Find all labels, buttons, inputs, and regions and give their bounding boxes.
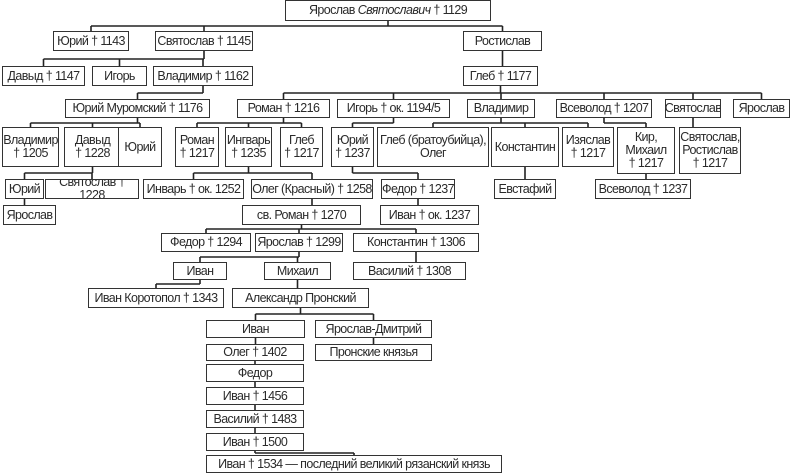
node-svyat1228: Святослав † 1228 <box>45 179 139 199</box>
node-roman1217: Роман † 1217 <box>175 127 219 167</box>
node-yuri1143: Юрий † 1143 <box>53 31 129 51</box>
node-ivanB: Иван <box>206 320 305 338</box>
node-yar1299: Ярослав † 1299 <box>255 233 343 252</box>
node-vlad: Владимир <box>467 99 535 118</box>
node-yaroslavY: Ярослав <box>3 205 56 225</box>
node-vas1308: Василий † 1308 <box>353 262 466 280</box>
node-yuriM: Юрий <box>118 127 162 167</box>
node-gleb1217: Глеб † 1217 <box>280 127 323 167</box>
node-rostislav: Ростислав <box>463 31 542 51</box>
node-ivan1237: Иван † ок. 1237 <box>380 205 479 225</box>
node-yuriMur: Юрий Муромский † 1176 <box>65 99 210 118</box>
node-svyatoslav: Святослав <box>665 99 721 118</box>
node-evstafiy: Евстафий <box>494 179 556 199</box>
node-pronskie: Пронские князья <box>315 344 432 361</box>
node-vsev1237: Всеволод † 1237 <box>595 179 691 199</box>
node-invar1252: Инварь † ок. 1252 <box>143 179 244 199</box>
node-fedor1294: Федор † 1294 <box>161 233 251 252</box>
node-konst: Константин <box>491 127 559 167</box>
node-glebBrat: Глеб (братоубийца), Олег <box>377 127 489 167</box>
node-gleb1177: Глеб † 1177 <box>463 66 538 86</box>
node-izyaslav: Изяслав † 1217 <box>562 127 614 167</box>
node-vlad1205: Владимир † 1205 <box>2 127 59 167</box>
root-name: Ярослав <box>308 3 355 17</box>
node-roman1216: Роман † 1216 <box>237 99 330 118</box>
node-ivan1534: Иван † 1534 — последний великий рязански… <box>206 455 502 473</box>
node-konst1306: Константин † 1306 <box>353 233 479 252</box>
node-svyat1145: Святослав † 1145 <box>155 31 253 51</box>
node-davyd1228: Давыд † 1228 <box>64 127 121 167</box>
node-aleksandr: Александр Пронский <box>232 288 369 308</box>
node-mikhail: Михаил <box>264 262 331 280</box>
node-vas1483: Василий † 1483 <box>206 410 304 428</box>
node-oleg1402: Олег † 1402 <box>206 344 304 361</box>
root-patronymic: Святославич <box>357 3 431 17</box>
node-vsev1207: Всеволод † 1207 <box>556 99 652 118</box>
node-fedor1237: Федор † 1237 <box>381 179 455 199</box>
node-kir: Кир, Михаил † 1217 <box>617 127 675 174</box>
node-ivan1456: Иван † 1456 <box>206 387 304 405</box>
node-fedorC: Федор <box>206 364 304 382</box>
node-roman1270: св. Роман † 1270 <box>242 205 361 225</box>
node-yarDm: Ярослав-Дмитрий <box>315 320 432 338</box>
node-root: Ярослав Святославич † 1129 <box>285 0 491 21</box>
node-korotopol: Иван Коротопол † 1343 <box>88 288 224 308</box>
node-davyd1147: Давыд † 1147 <box>2 66 85 86</box>
node-igor: Игорь <box>92 66 147 86</box>
node-yuriD: Юрий <box>5 179 44 199</box>
node-vlad1162: Владимир † 1162 <box>153 66 253 86</box>
node-svyatRost: Святослав, Ростислав † 1217 <box>679 127 741 174</box>
node-ivanA: Иван <box>173 262 227 280</box>
node-yaroslav: Ярослав <box>733 99 790 118</box>
node-oleg1258: Олег (Красный) † 1258 <box>251 179 373 199</box>
node-yuri1237: Юрий † 1237 <box>331 127 374 167</box>
node-ivan1500: Иван † 1500 <box>206 433 304 451</box>
root-death: † 1129 <box>433 3 468 17</box>
node-ingvar1235: Ингварь † 1235 <box>225 127 272 167</box>
node-igor1194: Игорь † ок. 1194/5 <box>337 99 450 118</box>
